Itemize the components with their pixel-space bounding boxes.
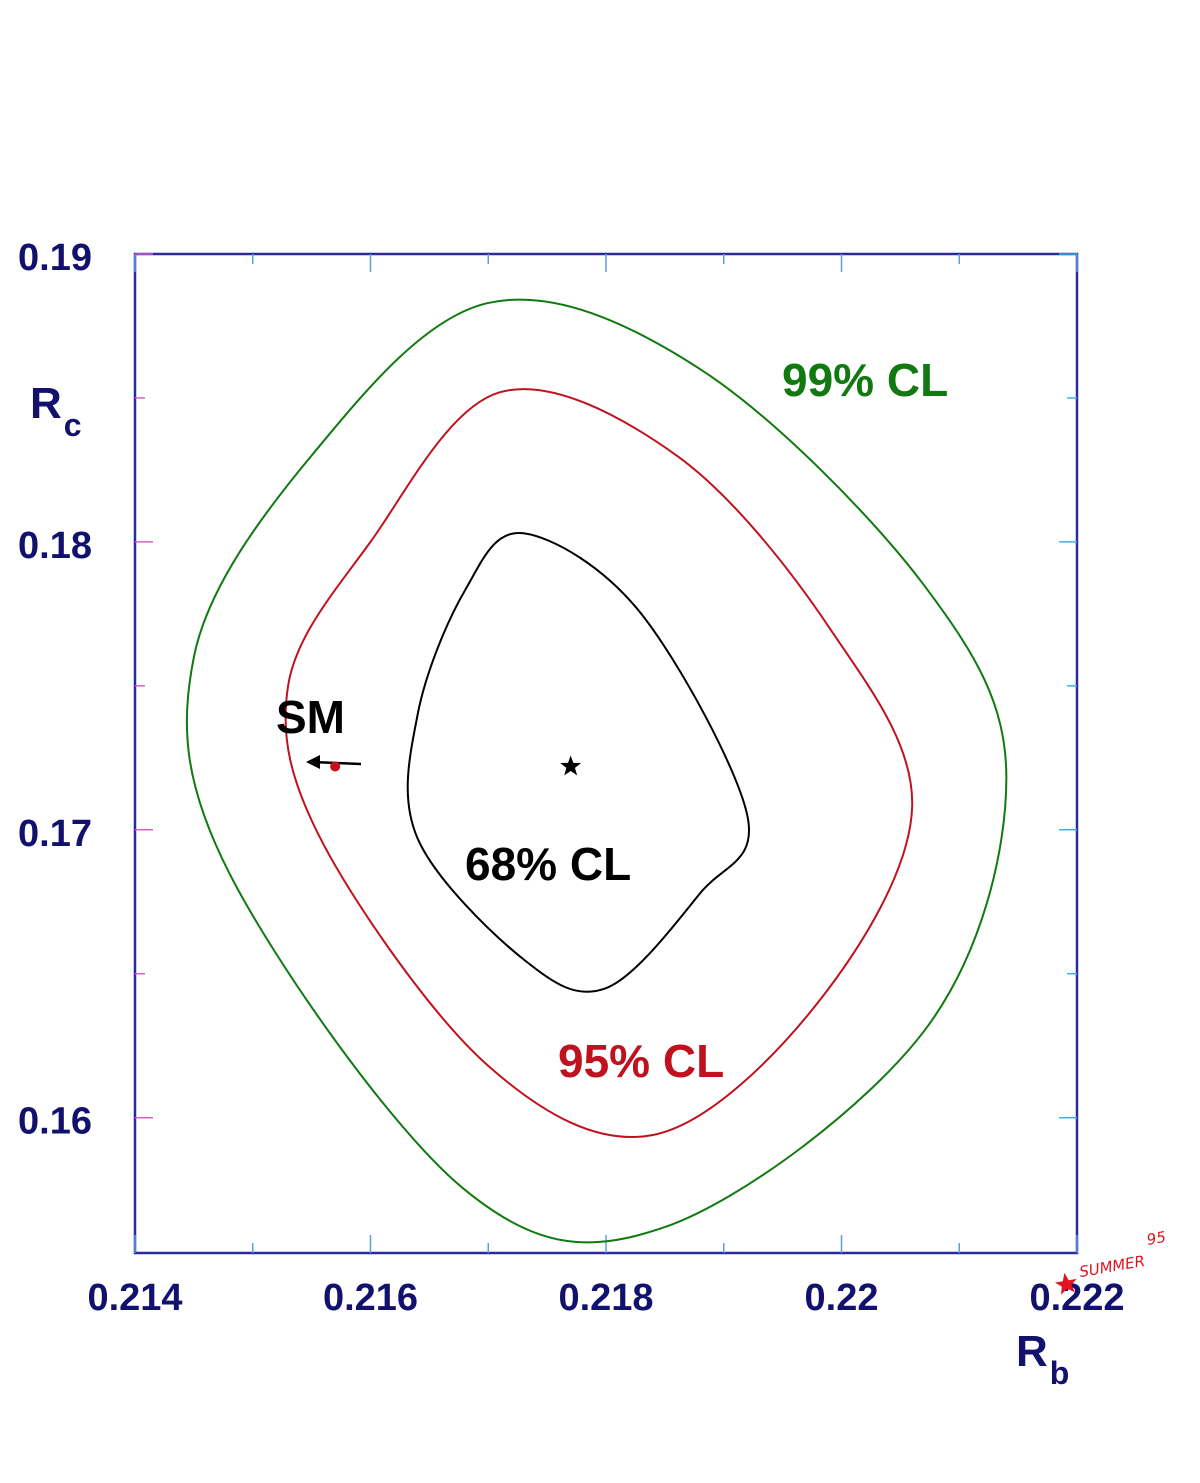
sm-point [330, 761, 341, 772]
x-axis-label: Rb [1016, 1327, 1069, 1391]
y-tick-label: 0.16 [18, 1101, 92, 1143]
y-tick-label: 0.19 [18, 237, 92, 279]
sm-arrow-head [306, 755, 320, 769]
sm-marker [306, 755, 362, 772]
sm-label: SM [276, 691, 345, 743]
contour-99-cl [185, 298, 1008, 1244]
label-95-cl: 95% CL [558, 1035, 724, 1087]
annotation-year: 95 [1145, 1228, 1167, 1249]
axis-ticks: 0.214 0.216 0.218 0.22 0.222 0.16 0.17 0.18 0.19 [18, 237, 1125, 1319]
x-tick-label: 0.218 [558, 1277, 653, 1319]
y-tick-label: 0.17 [18, 813, 92, 855]
contour-95-cl [284, 388, 914, 1139]
y-tick-label: 0.18 [18, 525, 92, 567]
contour-group [185, 298, 1008, 1244]
y-axis-label: Rc [30, 379, 82, 443]
x-tick-label: 0.214 [87, 1277, 182, 1319]
red-star-icon [1054, 1272, 1077, 1295]
x-tick-label: 0.222 [1029, 1277, 1124, 1319]
x-tick-label: 0.22 [805, 1277, 879, 1319]
label-68-cl: 68% CL [465, 838, 631, 890]
label-99-cl: 99% CL [782, 354, 948, 406]
x-tick-label: 0.216 [323, 1277, 418, 1319]
contour-68-cl [406, 532, 750, 993]
best-fit-star-icon [560, 755, 582, 776]
